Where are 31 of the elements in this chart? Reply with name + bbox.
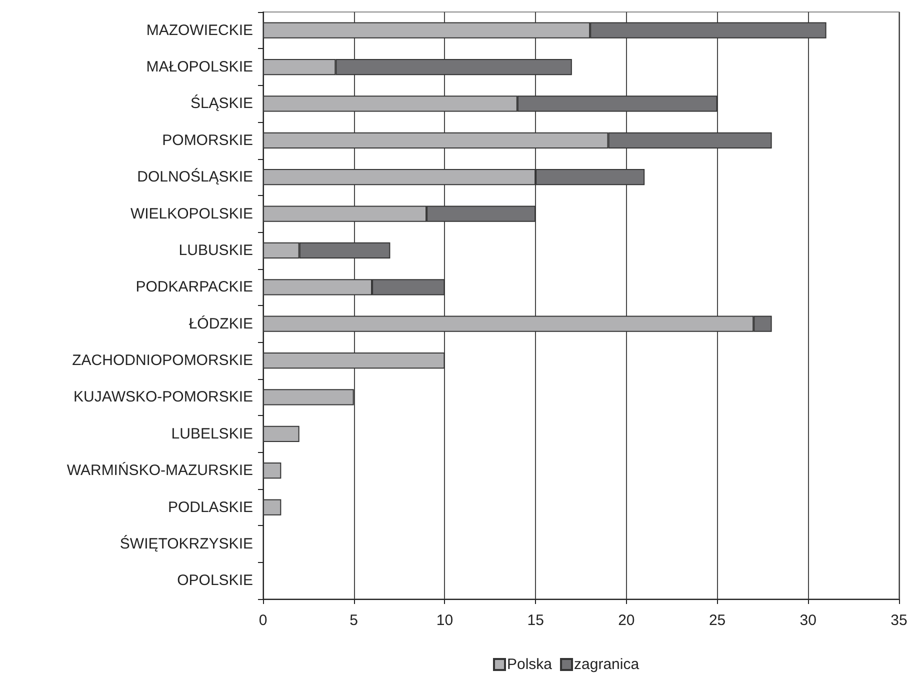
y-tick-label: LUBUSKIE (178, 242, 253, 259)
x-tick-label: 30 (800, 612, 816, 629)
bar (263, 426, 300, 442)
x-tick-label: 0 (258, 612, 268, 629)
x-tick-label: 10 (436, 612, 454, 629)
y-tick-label: ŚWIĘTOKRZYSKIE (120, 534, 253, 552)
legend-label: Polska (507, 656, 553, 673)
y-tick-label: POMORSKIE (162, 132, 253, 149)
legend-label: zagranica (574, 656, 640, 673)
y-tick-label: OPOLSKIE (177, 572, 253, 590)
x-tick-label: 20 (618, 612, 635, 629)
bar (263, 389, 354, 406)
x-tick-label: 35 (890, 612, 908, 629)
y-tick-label: LUBELSKIE (171, 425, 253, 442)
y-tick-label: WARMIŃSKO-MAZURSKIE (66, 461, 253, 480)
bar (263, 352, 445, 369)
y-tick-label: MAŁOPOLSKIE (146, 58, 253, 76)
y-tick-label: ŚLĄSKIE (190, 94, 253, 112)
y-tick-label: PODLASKIE (168, 498, 253, 516)
bar (263, 499, 282, 516)
y-tick-label: DOLNOŚLĄSKIE (137, 168, 253, 186)
y-tick-label: ZACHODNIOPOMORSKIE (72, 352, 253, 370)
y-tick-label: KUJAWSKO-POMORSKIE (74, 388, 253, 406)
x-tick-label: 25 (708, 612, 726, 629)
x-tick-label: 5 (350, 612, 358, 629)
bar (263, 462, 282, 479)
y-tick-label: PODKARPACKIE (136, 278, 253, 296)
x-tick-label: 15 (527, 612, 544, 629)
y-tick-label: ŁÓDZKIE (188, 314, 253, 332)
y-tick-label: MAZOWIECKIE (146, 22, 253, 39)
y-tick-label: WIELKOPOLSKIE (130, 205, 253, 222)
